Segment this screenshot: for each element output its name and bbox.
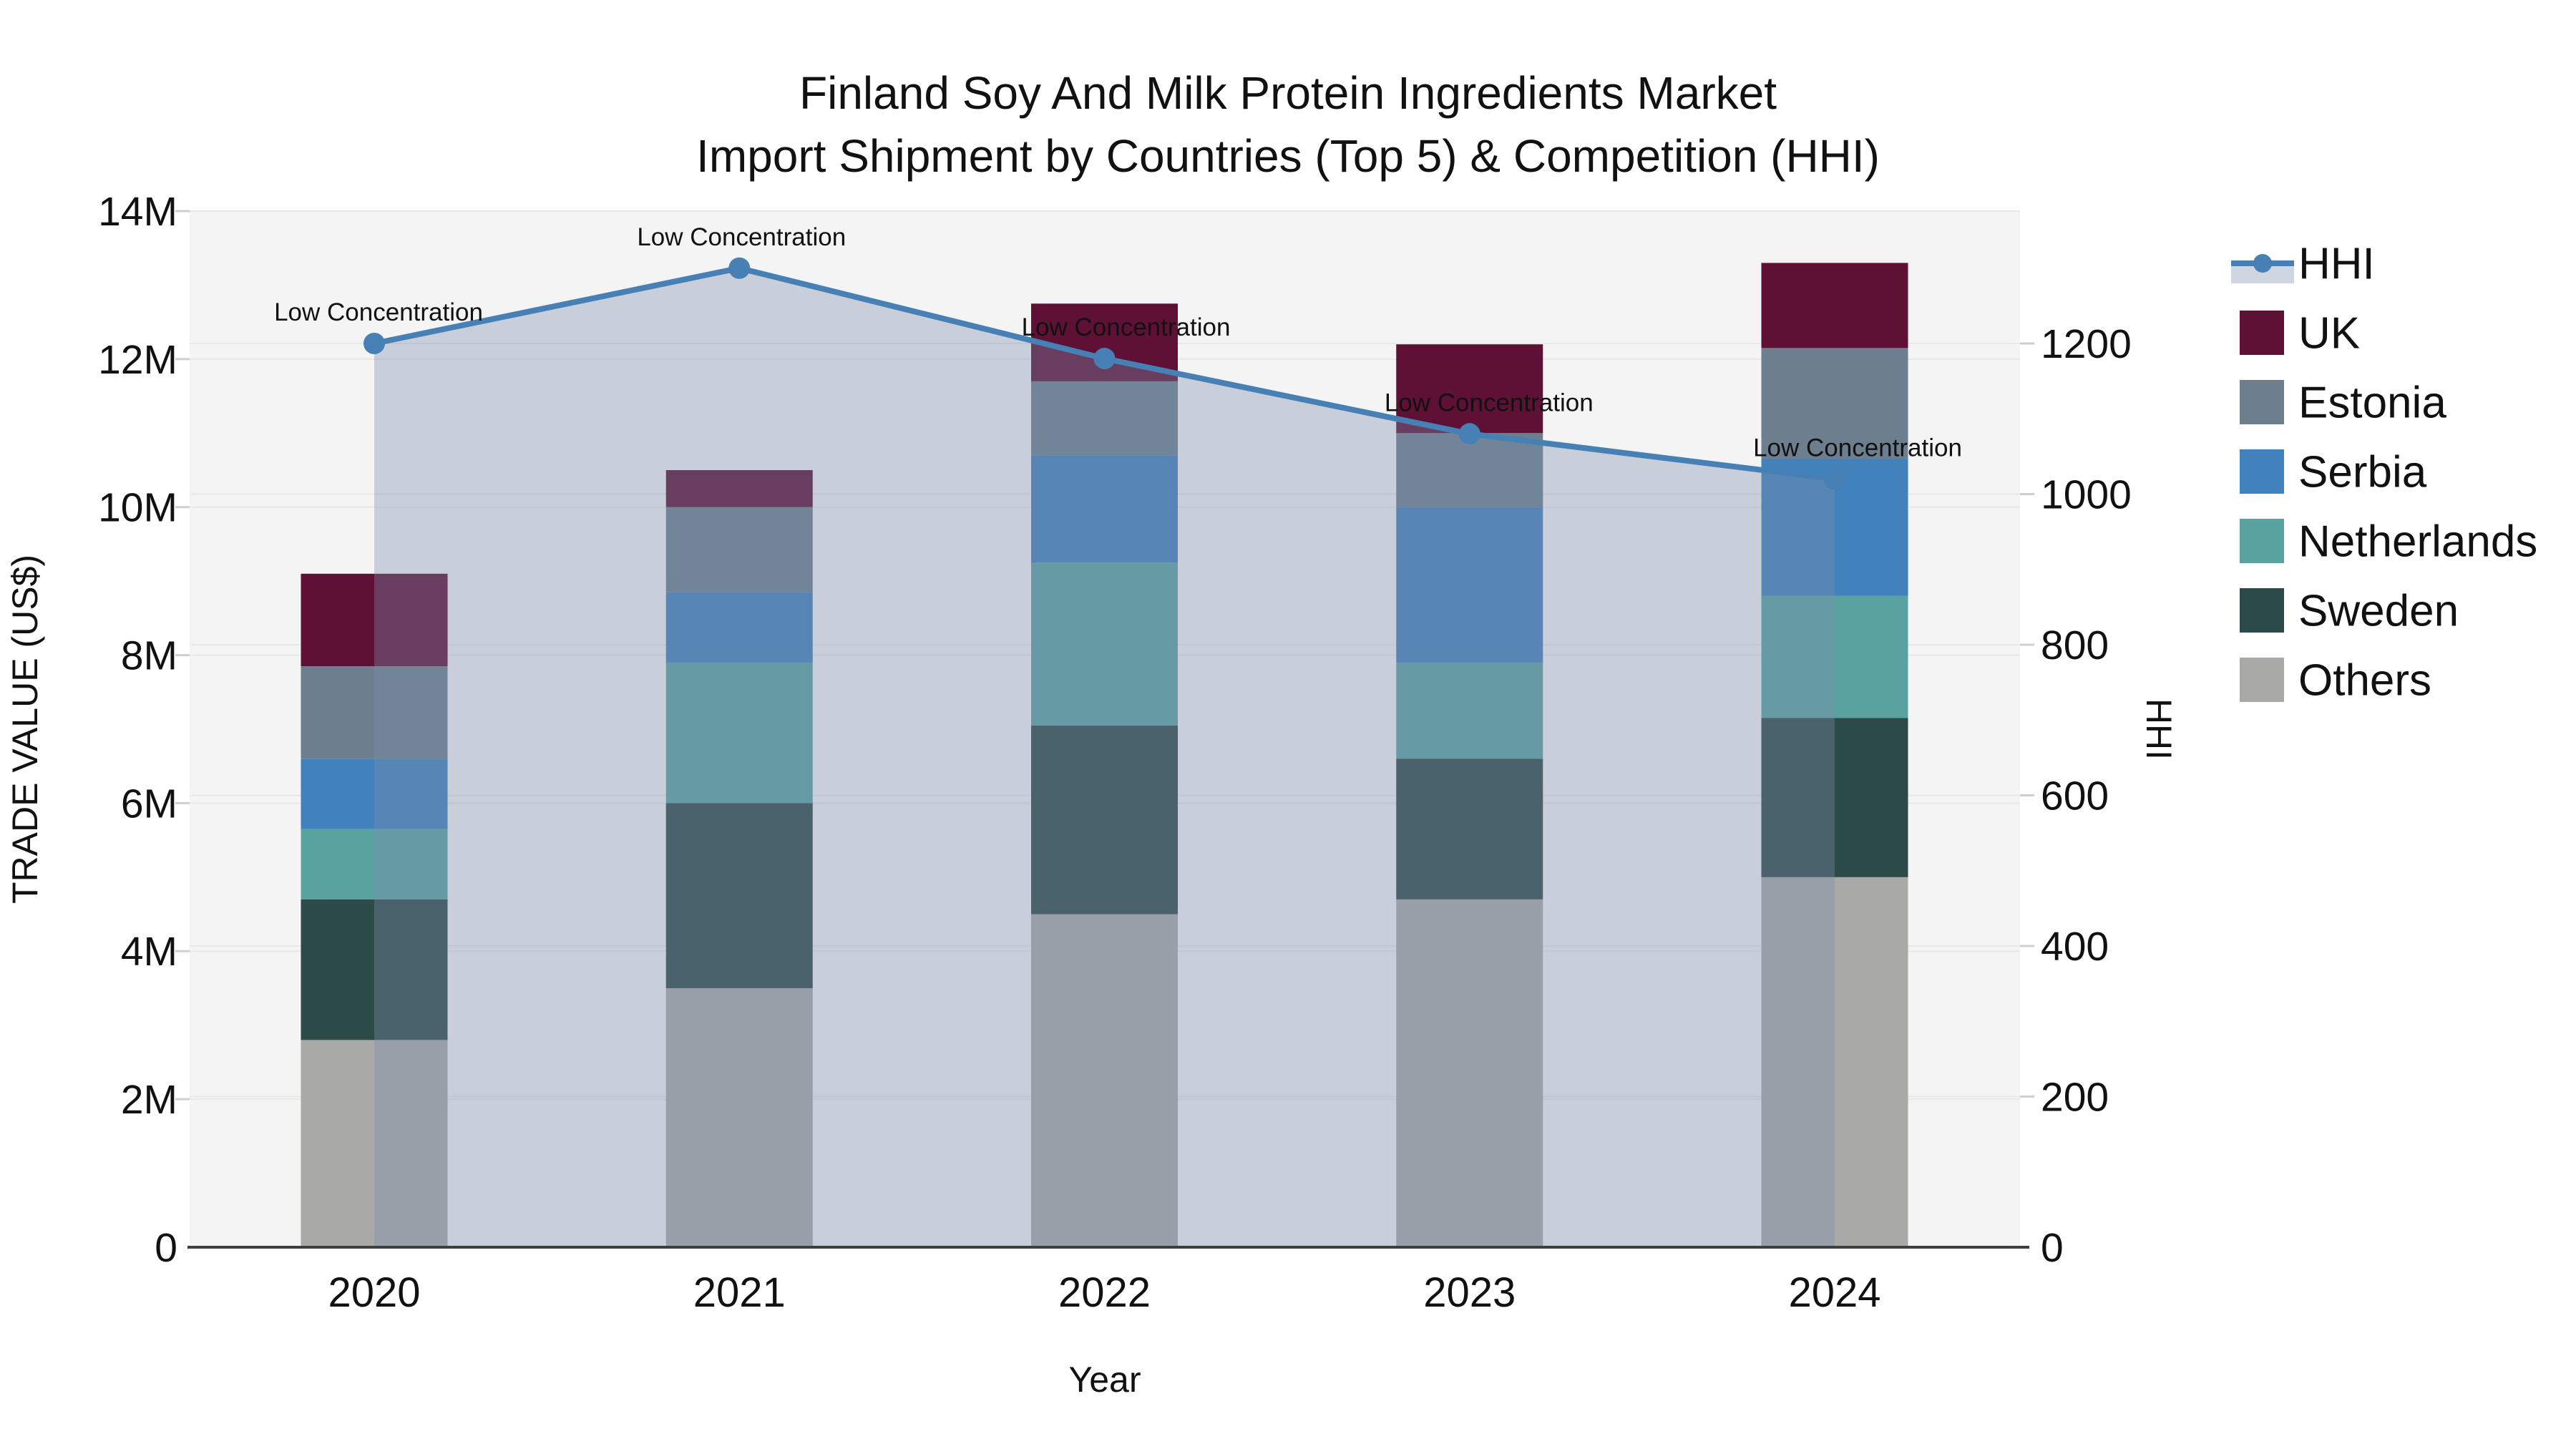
x-tick-label-2021: 2021 [693, 1269, 786, 1316]
annotation-2024: Low Concentration [1753, 434, 1962, 462]
legend-label-sweden: Sweden [2298, 587, 2459, 636]
legend-swatch-estonia [2240, 380, 2284, 424]
right-tick-label: 0 [2041, 1225, 2064, 1271]
right-axis-title: HHI [2139, 698, 2179, 760]
bar-2024-others [1761, 877, 1908, 1247]
bar-2022-sweden [1031, 725, 1178, 914]
x-axis-tick-labels: 2020 2021 2022 2023 2024 [328, 1269, 1880, 1316]
left-tick-label: 6M [121, 781, 177, 826]
bar-2021-estonia [665, 507, 813, 592]
bar-2021-uk [665, 470, 813, 507]
annotation-2023: Low Concentration [1385, 389, 1594, 416]
legend-item-hhi[interactable]: HHI [2231, 240, 2375, 289]
legend-swatch-others [2240, 658, 2284, 702]
stacked-bars [301, 263, 1908, 1247]
left-axis-tick-labels: 0 2M 4M 6M 8M 10M 12M 14M [98, 189, 177, 1271]
right-tick-label: 200 [2041, 1074, 2109, 1120]
bar-2020-sweden [301, 899, 448, 1040]
bar-2022-netherlands [1031, 562, 1178, 726]
left-axis-title: TRADE VALUE (US$) [5, 555, 45, 904]
legend-swatch-uk [2240, 311, 2284, 355]
bar-2023-estonia [1396, 433, 1543, 507]
legend-swatch-netherlands [2240, 519, 2284, 563]
bar-2020-netherlands [301, 829, 448, 899]
legend-swatch-sweden [2240, 588, 2284, 633]
right-tick-label: 1200 [2041, 321, 2132, 367]
chart-title-line1: Finland Soy And Milk Protein Ingredients… [799, 67, 1777, 119]
right-axis-tick-labels: 0 200 400 600 800 1000 1200 [2041, 321, 2132, 1271]
hhi-markers [364, 257, 1845, 490]
legend-label-estonia: Estonia [2298, 379, 2446, 428]
chart-title-line2: Import Shipment by Countries (Top 5) & C… [696, 130, 1880, 182]
legend-hhi-marker-icon [2253, 254, 2272, 273]
bar-2021-sweden [665, 803, 813, 988]
legend-label-netherlands: Netherlands [2298, 517, 2537, 567]
left-tick-label: 14M [98, 189, 177, 235]
bar-2021-others [665, 988, 813, 1247]
right-tick-label: 400 [2041, 924, 2109, 970]
bar-2020-uk [301, 573, 448, 667]
left-tick-label: 4M [121, 929, 177, 975]
bar-2021-netherlands [665, 662, 813, 804]
x-tick-label-2020: 2020 [328, 1269, 420, 1316]
hhi-point-2020 [364, 333, 385, 354]
right-tick-label: 1000 [2041, 472, 2132, 517]
annotation-2020: Low Concentration [274, 298, 483, 326]
left-tick-label: 10M [98, 485, 177, 531]
hhi-point-2024 [1824, 468, 1845, 490]
left-tick-label: 12M [98, 337, 177, 383]
bar-2021-serbia [665, 592, 813, 663]
hhi-point-2023 [1458, 423, 1480, 445]
x-axis-title: Year [1068, 1360, 1141, 1400]
legend-label-others: Others [2298, 656, 2431, 706]
bar-2023-others [1396, 899, 1543, 1247]
legend-label-serbia: Serbia [2298, 448, 2427, 497]
legend-item-uk[interactable]: UK [2240, 309, 2360, 358]
legend-label-uk: UK [2298, 309, 2360, 358]
left-tick-label: 2M [121, 1077, 177, 1123]
bar-2023-serbia [1396, 507, 1543, 663]
legend-item-netherlands[interactable]: Netherlands [2240, 517, 2537, 567]
bar-2020-serbia [301, 758, 448, 829]
bar-2024-uk [1761, 263, 1908, 348]
left-tick-label: 0 [155, 1225, 177, 1271]
left-tick-label: 8M [121, 633, 177, 679]
annotation-2021: Low Concentration [637, 223, 846, 251]
bar-2023-netherlands [1396, 662, 1543, 759]
legend-item-serbia[interactable]: Serbia [2240, 448, 2427, 497]
annotation-2022: Low Concentration [1022, 313, 1231, 341]
axis-tick-marks [175, 210, 2034, 1101]
right-tick-label: 600 [2041, 773, 2109, 819]
bar-2020-estonia [301, 666, 448, 759]
hhi-point-2021 [728, 257, 751, 279]
legend: HHI UK Estonia Serbia Netherlands Sweden Other… [2231, 240, 2537, 706]
legend-item-sweden[interactable]: Sweden [2240, 587, 2459, 636]
annotations: Low Concentration Low Concentration Low Co… [274, 223, 1962, 462]
hhi-point-2022 [1093, 348, 1116, 370]
bar-2023-uk [1396, 344, 1543, 434]
x-tick-label-2022: 2022 [1058, 1269, 1151, 1316]
bar-2024-estonia [1761, 348, 1908, 459]
legend-label-hhi: HHI [2298, 240, 2375, 289]
bar-2024-netherlands [1761, 595, 1908, 718]
x-tick-label-2023: 2023 [1423, 1269, 1516, 1316]
bar-2024-sweden [1761, 718, 1908, 877]
x-tick-label-2024: 2024 [1788, 1269, 1880, 1316]
bar-2022-others [1031, 914, 1178, 1247]
legend-swatch-serbia [2240, 449, 2284, 494]
bar-2023-sweden [1396, 758, 1543, 899]
bar-2020-others [301, 1040, 448, 1247]
right-tick-label: 800 [2041, 623, 2109, 668]
bar-2022-serbia [1031, 455, 1178, 563]
legend-item-others[interactable]: Others [2240, 656, 2431, 706]
hhi-area-fill [374, 268, 1835, 1247]
legend-item-estonia[interactable]: Estonia [2240, 379, 2446, 428]
bar-2022-estonia [1031, 381, 1178, 456]
